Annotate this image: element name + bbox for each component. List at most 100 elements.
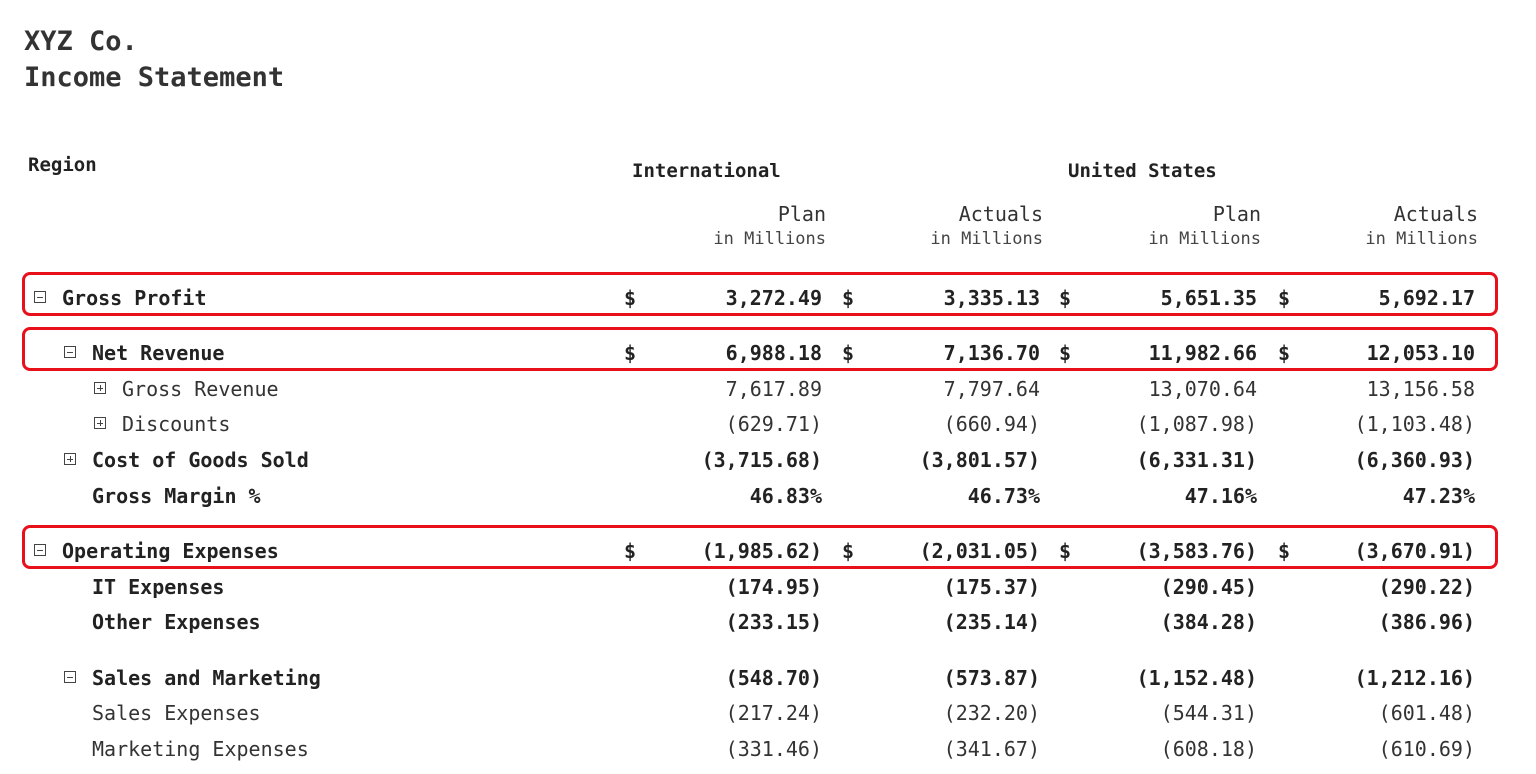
table-row-it-expenses: IT Expenses (174.95) (175.37) (290.45) (290.… (0, 569, 1536, 603)
currency-symbol: $ (1278, 539, 1291, 563)
cell-value: (6,331.31) (1136, 448, 1257, 472)
cell-value: (1,087.98) (1136, 412, 1257, 436)
cell-value: (341.67) (943, 737, 1040, 761)
column-header-unit: in Millions (1365, 229, 1478, 249)
cell-value: (573.87) (943, 666, 1040, 690)
table-row-gross-profit: Gross Profit $3,272.49 $3,335.13 $5,651.35 $… (0, 280, 1536, 314)
cell-value: 7,797.64 (943, 377, 1040, 401)
cell-value: (3,715.68) (701, 448, 822, 472)
cell-value: (544.31) (1160, 701, 1257, 725)
column-header-us-actuals[interactable]: Actuals in Millions (1278, 202, 1478, 252)
cell-value: 3,272.49 (725, 286, 822, 310)
cell-value: (1,985.62) (701, 539, 822, 563)
group-header-united-states: United States (1068, 160, 1217, 182)
table-row-cost-of-goods-sold: Cost of Goods Sold (3,715.68) (3,801.57) (6… (0, 442, 1536, 476)
table-row-gross-margin-pct: Gross Margin % 46.83% 46.73% 47.16% 47.23% (0, 478, 1536, 512)
cell-value: (174.95) (725, 575, 822, 599)
cell-value: 7,617.89 (725, 377, 822, 401)
table-row-net-revenue: Net Revenue $6,988.18 $7,136.70 $11,982.66 $… (0, 335, 1536, 369)
currency-symbol: $ (1278, 286, 1291, 310)
cell-value: (232.20) (943, 701, 1040, 725)
cell-value: (3,583.76) (1136, 539, 1257, 563)
currency-symbol: $ (842, 539, 855, 563)
cell-value: 12,053.10 (1366, 341, 1475, 365)
cell-value: (3,801.57) (919, 448, 1040, 472)
cell-value: (290.22) (1378, 575, 1475, 599)
currency-symbol: $ (1059, 286, 1072, 310)
column-header-label: Plan (777, 202, 826, 226)
collapse-icon[interactable] (64, 346, 76, 358)
cell-value: (217.24) (725, 701, 822, 725)
cell-value: (1,103.48) (1354, 412, 1475, 436)
company-name: XYZ Co. (24, 26, 138, 57)
cell-value: (1,152.48) (1136, 666, 1257, 690)
row-label: Sales Expenses (92, 701, 261, 725)
table-row-discounts: Discounts (629.71) (660.94) (1,087.98) (1,10… (0, 406, 1536, 440)
column-header-intl-plan[interactable]: Plan in Millions (626, 202, 826, 252)
expand-icon[interactable] (94, 417, 106, 429)
cell-value: (290.45) (1160, 575, 1257, 599)
currency-symbol: $ (842, 286, 855, 310)
cell-value: 13,070.64 (1148, 377, 1257, 401)
row-label: Gross Profit (62, 286, 207, 310)
cell-value: 3,335.13 (943, 286, 1040, 310)
column-header-label: Actuals (1393, 202, 1478, 226)
row-label: Net Revenue (92, 341, 225, 365)
cell-value: (175.37) (943, 575, 1040, 599)
table-row-sales-and-marketing: Sales and Marketing (548.70) (573.87) (1,15… (0, 660, 1536, 694)
cell-value: 7,136.70 (943, 341, 1040, 365)
currency-symbol: $ (1278, 341, 1291, 365)
column-header-unit: in Millions (1148, 229, 1261, 249)
currency-symbol: $ (624, 341, 637, 365)
currency-symbol: $ (1059, 341, 1072, 365)
collapse-icon[interactable] (34, 544, 46, 556)
cell-value: (6,360.93) (1354, 448, 1475, 472)
row-label: Gross Margin % (92, 484, 261, 508)
table-row-sales-expenses: Sales Expenses (217.24) (232.20) (544.31) (6… (0, 695, 1536, 729)
cell-value: (608.18) (1160, 737, 1257, 761)
cell-value: (1,212.16) (1354, 666, 1475, 690)
cell-value: 13,156.58 (1366, 377, 1475, 401)
row-label: Discounts (122, 412, 231, 436)
cell-value: (660.94) (943, 412, 1040, 436)
column-header-label: Plan (1212, 202, 1261, 226)
column-header-intl-actuals[interactable]: Actuals in Millions (843, 202, 1043, 252)
cell-value: 5,692.17 (1378, 286, 1475, 310)
cell-value: 47.23% (1402, 484, 1475, 508)
region-label: Region (28, 154, 97, 176)
cell-value: (235.14) (943, 610, 1040, 634)
currency-symbol: $ (624, 539, 637, 563)
row-label: Gross Revenue (122, 377, 279, 401)
cell-value: 5,651.35 (1160, 286, 1257, 310)
cell-value: (629.71) (725, 412, 822, 436)
cell-value: (331.46) (725, 737, 822, 761)
column-header-label: Actuals (958, 202, 1043, 226)
row-label: IT Expenses (92, 575, 225, 599)
group-header-international: International (632, 160, 781, 182)
cell-value: (384.28) (1160, 610, 1257, 634)
cell-value: 47.16% (1184, 484, 1257, 508)
row-label: Operating Expenses (62, 539, 279, 563)
collapse-icon[interactable] (34, 291, 46, 303)
cell-value: (233.15) (725, 610, 822, 634)
column-header-us-plan[interactable]: Plan in Millions (1061, 202, 1261, 252)
report-title: Income Statement (24, 62, 285, 93)
expand-icon[interactable] (94, 382, 106, 394)
column-header-unit: in Millions (713, 229, 826, 249)
table-row-marketing-expenses: Marketing Expenses (331.46) (341.67) (608.1… (0, 731, 1536, 765)
collapse-icon[interactable] (64, 671, 76, 683)
column-header-unit: in Millions (930, 229, 1043, 249)
row-label: Other Expenses (92, 610, 261, 634)
row-label: Marketing Expenses (92, 737, 309, 761)
cell-value: (548.70) (725, 666, 822, 690)
currency-symbol: $ (624, 286, 637, 310)
cell-value: (3,670.91) (1354, 539, 1475, 563)
table-row-other-expenses: Other Expenses (233.15) (235.14) (384.28) (3… (0, 604, 1536, 638)
expand-icon[interactable] (64, 453, 76, 465)
cell-value: 11,982.66 (1148, 341, 1257, 365)
cell-value: (2,031.05) (919, 539, 1040, 563)
cell-value: (386.96) (1378, 610, 1475, 634)
cell-value: (610.69) (1378, 737, 1475, 761)
currency-symbol: $ (1059, 539, 1072, 563)
